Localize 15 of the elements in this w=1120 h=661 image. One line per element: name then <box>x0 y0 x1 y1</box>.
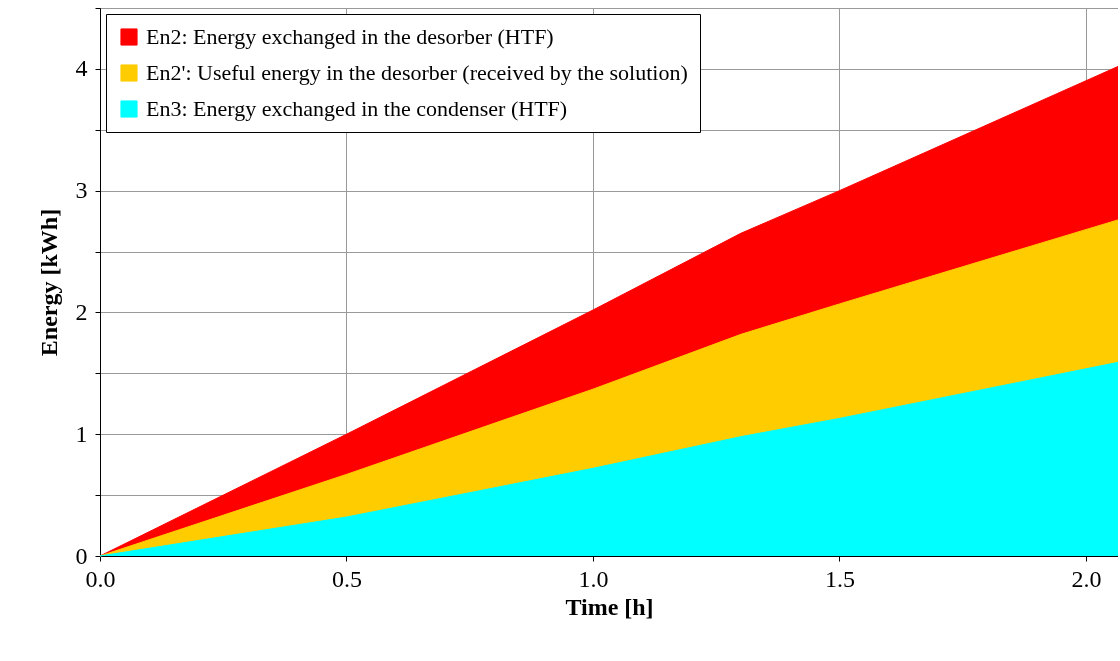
legend-label: En3: Energy exchanged in the condenser (HTF) <box>146 96 568 121</box>
x-axis-title: Time [h] <box>565 593 654 620</box>
y-tick-label: 2 <box>75 298 88 325</box>
x-tick-label: 0.5 <box>331 565 362 592</box>
y-tick-label: 3 <box>75 177 88 204</box>
y-tick-label: 0 <box>75 542 88 569</box>
y-tick-label: 1 <box>75 420 88 447</box>
x-tick-label: 1.5 <box>824 565 855 592</box>
legend-label: En2: Energy exchanged in the desorber (HTF) <box>146 24 554 49</box>
x-tick-label: 1.0 <box>578 565 609 592</box>
y-axis-title: Energy [kWh] <box>35 208 62 357</box>
x-tick-label: 2.0 <box>1071 565 1102 592</box>
legend-label: En2': Useful energy in the desorber (received by the solution) <box>146 60 688 85</box>
x-tick-label: 0.0 <box>85 565 116 592</box>
y-tick-label: 4 <box>75 55 88 82</box>
